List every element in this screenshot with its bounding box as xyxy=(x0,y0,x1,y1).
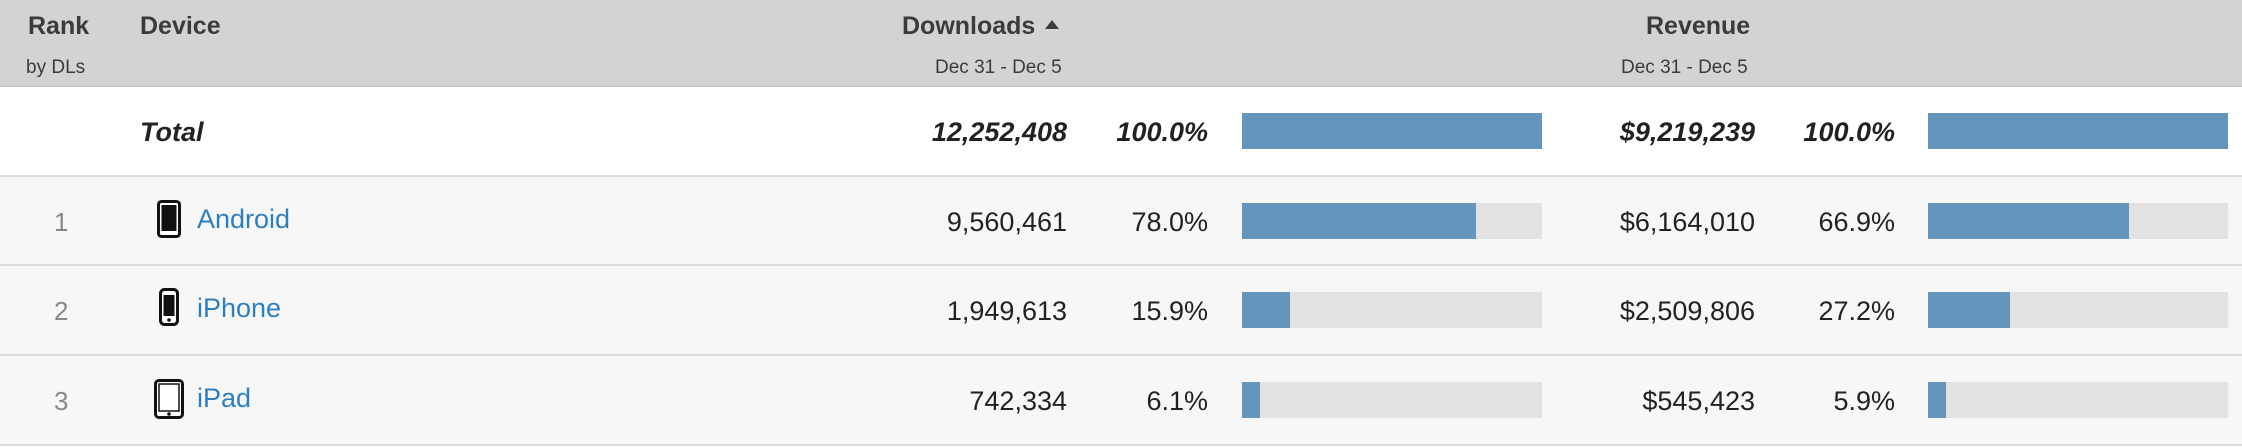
device-link-iphone[interactable]: iPhone xyxy=(197,293,282,323)
total-label: Total xyxy=(140,117,204,147)
downloads-share-bar xyxy=(1242,203,1542,239)
rank-value: 3 xyxy=(54,386,69,416)
downloads-percent: 78.0% xyxy=(1131,207,1208,237)
revenue-share-bar xyxy=(1928,382,2228,418)
total-downloads-percent: 100.0% xyxy=(1116,117,1208,147)
table-row: 2 iPhone 1,949,613 15.9% $2,509,806 27.2… xyxy=(0,266,2242,356)
total-revenue-bar-fill xyxy=(1928,113,2228,149)
android-phone-icon xyxy=(157,200,181,238)
downloads-percent: 6.1% xyxy=(1146,386,1208,416)
revenue-share-bar-fill xyxy=(1928,203,2129,239)
revenue-share-bar-fill xyxy=(1928,292,2010,328)
revenue-percent: 66.9% xyxy=(1818,207,1895,237)
downloads-date-range: Dec 31 - Dec 5 xyxy=(935,57,1062,78)
downloads-share-bar-fill xyxy=(1242,292,1290,328)
rank-value: 2 xyxy=(54,296,69,326)
downloads-column-header[interactable]: Downloads xyxy=(902,12,1060,41)
total-row: Total 12,252,408 100.0% $9,219,239 100.0… xyxy=(0,87,2242,177)
downloads-value: 9,560,461 xyxy=(946,207,1067,237)
ipad-icon xyxy=(154,379,184,419)
downloads-share-bar-fill xyxy=(1242,382,1261,418)
rank-column-header[interactable]: Rank xyxy=(28,12,90,40)
revenue-share-bar xyxy=(1928,292,2228,328)
revenue-date-range: Dec 31 - Dec 5 xyxy=(1621,57,1748,78)
downloads-value: 742,334 xyxy=(969,386,1067,416)
device-link-android[interactable]: Android xyxy=(197,204,291,234)
revenue-share-bar-fill xyxy=(1928,382,1946,418)
downloads-header-label: Downloads xyxy=(902,12,1036,40)
table-row: 3 iPad 742,334 6.1% $545,423 5.9% xyxy=(0,356,2242,446)
total-revenue-percent: 100.0% xyxy=(1803,117,1895,147)
total-downloads-bar xyxy=(1242,113,1542,149)
revenue-percent: 27.2% xyxy=(1818,296,1895,326)
total-downloads-bar-fill xyxy=(1242,113,1542,149)
sort-ascending-icon xyxy=(1045,20,1060,29)
downloads-share-bar-fill xyxy=(1242,203,1476,239)
revenue-value: $6,164,010 xyxy=(1619,207,1755,237)
rank-value: 1 xyxy=(54,207,69,237)
revenue-value: $2,509,806 xyxy=(1619,296,1755,326)
iphone-icon xyxy=(159,288,179,326)
total-revenue: $9,219,239 xyxy=(1619,117,1755,147)
table-header: Rank by DLs Device Downloads Dec 31 - De… xyxy=(0,0,2242,87)
downloads-share-bar xyxy=(1242,292,1542,328)
downloads-percent: 15.9% xyxy=(1131,296,1208,326)
revenue-percent: 5.9% xyxy=(1833,386,1895,416)
revenue-value: $545,423 xyxy=(1642,386,1755,416)
table-row: 1 Android 9,560,461 78.0% $6,164,010 66.… xyxy=(0,177,2242,266)
total-revenue-bar xyxy=(1928,113,2228,149)
revenue-share-bar xyxy=(1928,203,2228,239)
downloads-value: 1,949,613 xyxy=(946,296,1067,326)
downloads-share-bar xyxy=(1242,382,1542,418)
total-downloads: 12,252,408 xyxy=(931,117,1067,147)
device-column-header[interactable]: Device xyxy=(140,12,221,40)
rank-column-subheader: by DLs xyxy=(26,57,86,78)
revenue-column-header[interactable]: Revenue xyxy=(1646,12,1751,40)
device-link-ipad[interactable]: iPad xyxy=(197,383,252,413)
